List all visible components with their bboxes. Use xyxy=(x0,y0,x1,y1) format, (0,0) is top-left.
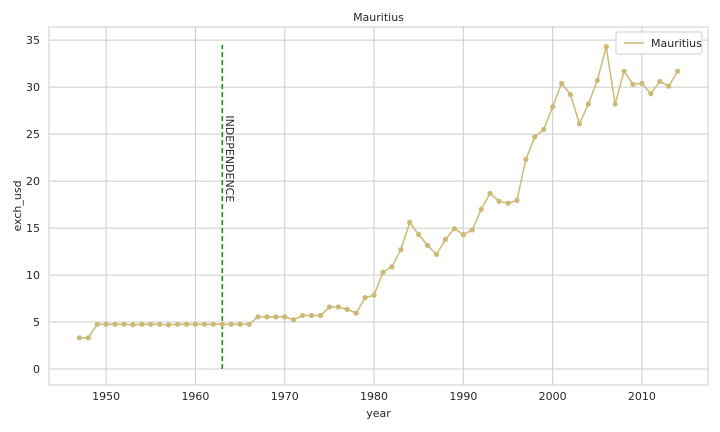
x-tick-label: 1970 xyxy=(271,390,299,403)
data-point xyxy=(353,310,359,316)
data-point xyxy=(675,68,681,74)
series-layer xyxy=(76,44,681,341)
data-point xyxy=(344,306,350,312)
data-point xyxy=(425,242,431,249)
data-point xyxy=(85,335,91,341)
data-point xyxy=(183,321,190,327)
data-point xyxy=(550,104,556,110)
data-point xyxy=(389,264,395,270)
y-tick-label: 0 xyxy=(33,363,40,376)
data-point xyxy=(523,156,529,163)
data-point xyxy=(451,225,458,232)
data-point xyxy=(210,321,216,327)
data-point xyxy=(648,91,654,97)
data-point xyxy=(130,322,136,328)
data-point xyxy=(362,295,368,301)
data-point xyxy=(237,321,243,327)
data-point xyxy=(630,81,636,87)
data-point xyxy=(148,321,154,327)
data-point xyxy=(166,322,172,328)
data-point xyxy=(496,198,502,204)
independence-label: INDEPENDENCE xyxy=(223,115,236,202)
data-point xyxy=(639,80,645,86)
legend-box xyxy=(615,31,703,55)
data-point xyxy=(228,321,234,327)
plot-frame xyxy=(48,26,709,386)
data-point xyxy=(308,312,315,319)
x-tick-label: 2000 xyxy=(539,390,567,403)
data-point xyxy=(487,190,493,196)
data-point xyxy=(407,219,413,226)
x-tick-label: 2010 xyxy=(628,390,656,403)
grid xyxy=(49,27,708,385)
data-point xyxy=(317,312,324,319)
plot-background xyxy=(49,27,708,385)
y-tick-label: 30 xyxy=(26,81,40,94)
data-point xyxy=(505,200,511,206)
data-point xyxy=(433,251,440,257)
data-point xyxy=(416,232,422,238)
data-point xyxy=(585,101,591,107)
data-point xyxy=(514,197,520,203)
data-point xyxy=(264,314,270,320)
data-point xyxy=(666,83,672,89)
y-tick-label: 10 xyxy=(26,269,40,282)
data-point xyxy=(192,321,199,327)
data-point xyxy=(567,92,574,98)
x-tick-label: 1950 xyxy=(92,390,120,403)
x-tick-label: 1980 xyxy=(360,390,388,403)
data-point xyxy=(94,321,100,327)
legend: Mauritius xyxy=(615,31,703,55)
data-point xyxy=(299,312,306,319)
data-point xyxy=(594,77,600,84)
legend-label: Mauritius xyxy=(651,37,702,50)
y-tick-label: 35 xyxy=(26,34,40,47)
data-point xyxy=(121,321,127,327)
y-axis-ticks: 0 5 10 15 20 25 30 35 xyxy=(26,34,40,376)
data-point xyxy=(603,44,609,50)
x-axis-ticks: 1950 1960 1970 1980 1990 2000 2010 xyxy=(92,390,656,403)
data-point xyxy=(398,247,404,253)
x-tick-label: 1990 xyxy=(449,390,477,403)
data-point xyxy=(174,321,181,327)
data-point xyxy=(442,236,449,242)
y-tick-label: 15 xyxy=(26,222,40,235)
data-point xyxy=(326,304,332,310)
chart-title: Mauritius xyxy=(353,11,404,24)
data-point xyxy=(246,321,252,327)
data-point xyxy=(219,321,225,327)
data-point xyxy=(201,321,207,327)
data-point xyxy=(112,321,118,327)
data-point xyxy=(282,314,288,320)
data-point xyxy=(621,68,627,74)
data-point xyxy=(157,321,163,327)
y-tick-label: 25 xyxy=(26,128,40,141)
data-point xyxy=(657,78,663,85)
data-point xyxy=(478,206,484,212)
y-axis-label: exch_usd xyxy=(11,180,24,231)
independence-marker: INDEPENDENCE xyxy=(221,44,236,370)
data-point xyxy=(291,317,297,323)
y-tick-label: 5 xyxy=(33,316,40,329)
y-tick-label: 20 xyxy=(26,175,40,188)
data-point xyxy=(558,80,565,86)
data-point xyxy=(76,335,82,341)
data-point xyxy=(255,314,261,320)
data-point xyxy=(335,304,341,310)
data-point xyxy=(139,321,145,327)
data-point xyxy=(371,292,377,298)
data-point xyxy=(612,101,618,107)
data-point xyxy=(103,321,109,327)
x-tick-label: 1960 xyxy=(181,390,209,403)
x-axis-label: year xyxy=(366,407,391,420)
data-point xyxy=(532,134,538,140)
data-point xyxy=(273,314,279,320)
data-point xyxy=(541,126,547,133)
data-point xyxy=(576,121,583,127)
data-point xyxy=(380,269,386,275)
data-point xyxy=(469,227,475,233)
data-point xyxy=(460,232,466,238)
